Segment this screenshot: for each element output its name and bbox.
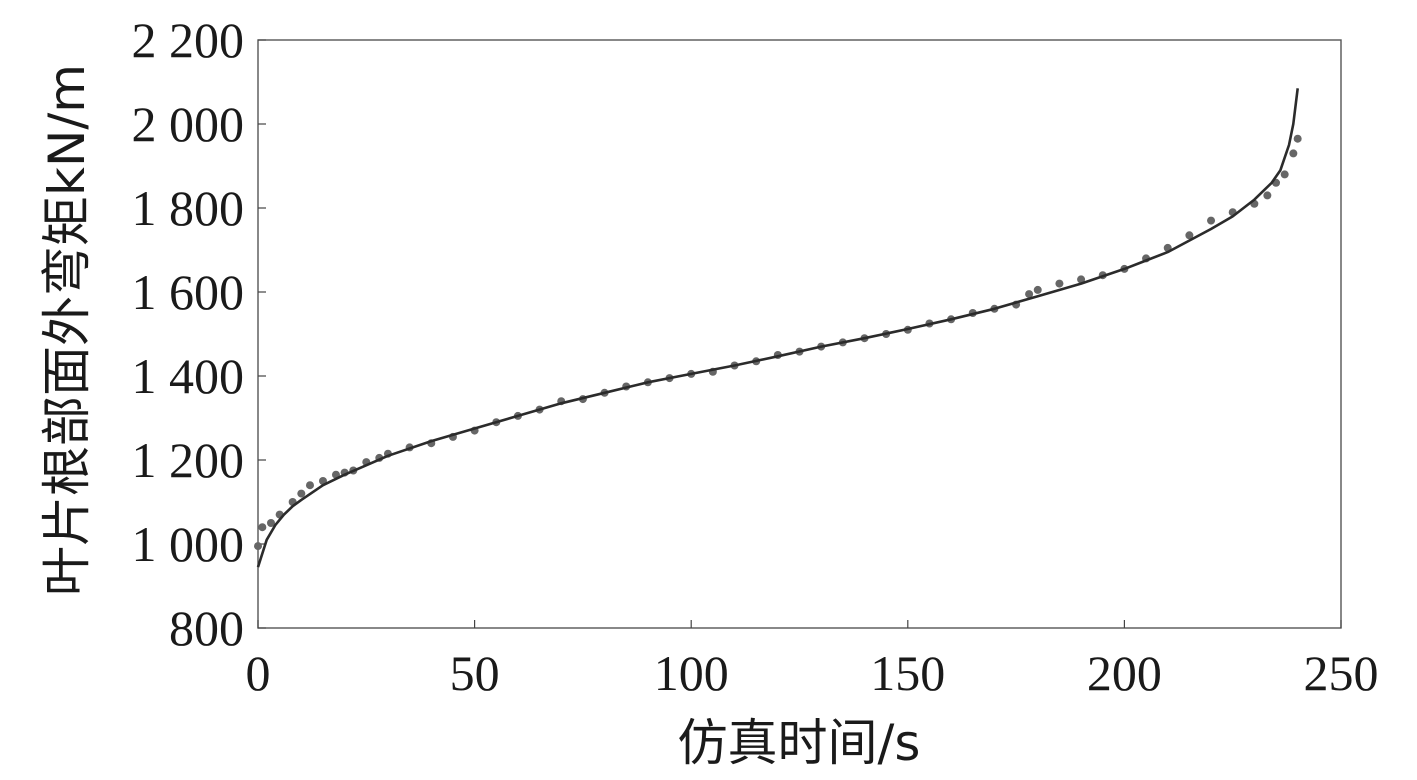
data-point [1033,285,1042,294]
y-tick-label: 1 800 [132,180,245,236]
x-tick-label: 0 [246,645,271,701]
data-point [1280,170,1289,179]
y-axis: 800 1 000 1 200 1 400 1 600 1 800 2 000 2 200 [132,12,266,656]
data-point [297,489,306,498]
data-point [305,481,314,490]
data-point [1077,275,1086,284]
y-tick-label: 1 400 [132,348,245,404]
fit-curve [256,88,1299,568]
y-tick-label: 800 [169,600,244,656]
x-tick-label: 200 [1087,645,1162,701]
data-point [254,542,262,551]
y-tick-label: 1 600 [132,264,245,320]
y-axis-title: 叶片根部面外弯矩kN/m [38,64,96,596]
plot-frame [257,39,1342,629]
x-tick-label: 100 [654,645,729,701]
data-point [1289,149,1298,158]
y-tick-label: 1 000 [132,516,245,572]
y-tick-label: 1 200 [132,432,245,488]
data-point [258,523,267,532]
x-tick-label: 250 [1304,645,1379,701]
x-axis-title: 仿真时间/s [678,714,921,772]
fit-line [256,88,1299,568]
data-point [1025,290,1034,299]
y-tick-label: 2 000 [132,96,245,152]
data-point [1207,216,1216,225]
x-axis: 0 50 100 150 200 250 [246,620,1379,701]
y-tick-label: 2 200 [132,12,245,68]
data-points [254,134,1302,551]
x-tick-label: 50 [450,645,500,701]
data-point [1293,134,1302,143]
data-point [1055,279,1064,288]
data-point [266,519,275,527]
data-point [1185,231,1194,240]
data-point [1263,191,1272,200]
x-tick-label: 150 [870,645,945,701]
